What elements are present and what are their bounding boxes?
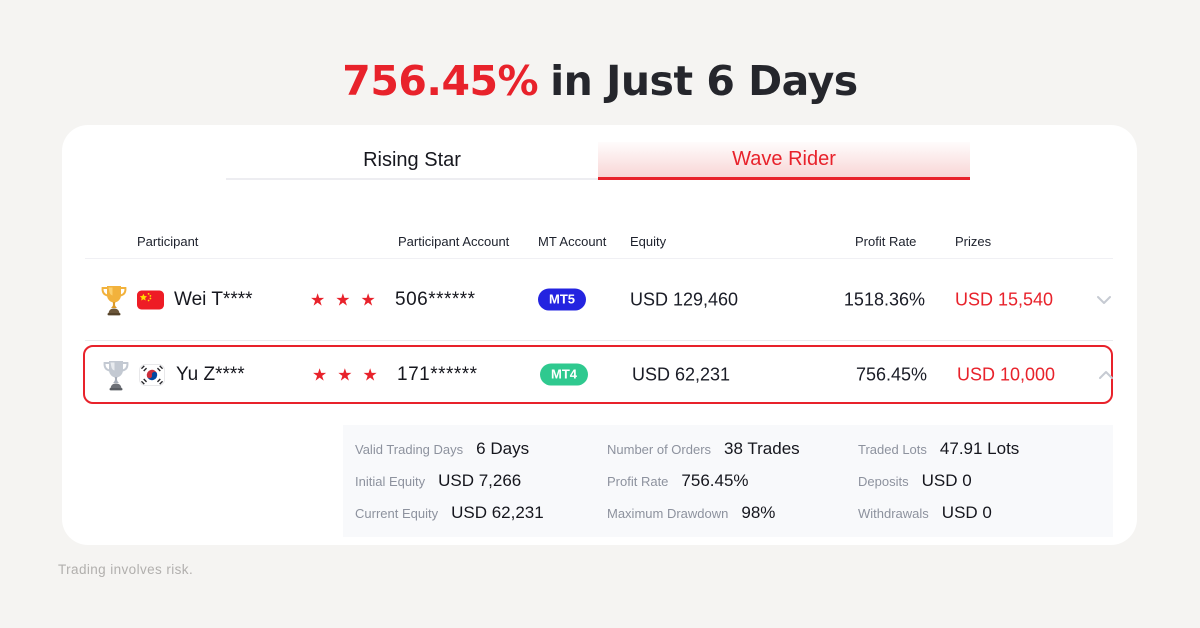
stat-label: Maximum Drawdown (607, 506, 729, 521)
stat-value: 756.45% (681, 471, 749, 490)
stat-label: Profit Rate (607, 474, 669, 489)
silver-trophy-icon (102, 359, 130, 391)
stat-value: USD 0 (941, 503, 992, 522)
stat-label: Withdrawals (858, 506, 929, 521)
stat-label: Valid Trading Days (355, 442, 464, 457)
stat-maximum-drawdown: Maximum Drawdown 98% (607, 503, 800, 523)
participant-account: 171****** (397, 363, 478, 385)
profit-rate-value: 1518.36% (843, 289, 925, 309)
profit-rate-value: 756.45% (855, 364, 927, 384)
col-header-mt-account: MT Account (538, 234, 607, 249)
stat-label: Current Equity (355, 506, 439, 521)
prize-value: USD 10,000 (957, 364, 1056, 384)
star-icon: ★ (362, 365, 378, 384)
risk-disclaimer: Trading involves risk. (58, 562, 194, 577)
prize-value: USD 15,540 (955, 289, 1054, 309)
table-row-rank1[interactable]: Wei T**** ★ ★ ★ 506****** MT5 USD 129,46… (62, 259, 1137, 340)
title-percentage: 756.45% (342, 57, 539, 105)
stat-label: Number of Orders (607, 442, 712, 457)
tab-rising-star[interactable]: Rising Star (226, 142, 598, 180)
chevron-down-icon[interactable] (1095, 294, 1113, 306)
star-rating: ★ ★ ★ (312, 366, 378, 383)
title-text: in Just 6 Days (550, 57, 858, 105)
page-title: 756.45% in Just 6 Days (0, 57, 1200, 105)
stat-traded-lots: Traded Lots 47.91 Lots (858, 439, 1019, 459)
col-header-prizes: Prizes (955, 234, 992, 249)
stat-label: Traded Lots (858, 442, 927, 457)
stat-profit-rate: Profit Rate 756.45% (607, 471, 800, 491)
stat-value: 38 Trades (724, 439, 800, 458)
stat-current-equity: Current Equity USD 62,231 (355, 503, 544, 523)
row-divider (85, 340, 1113, 341)
stat-number-of-orders: Number of Orders 38 Trades (607, 439, 800, 459)
gold-trophy-icon (100, 284, 128, 316)
participant-name: Yu Z**** (176, 363, 245, 385)
star-icon: ★ (310, 290, 326, 309)
mt5-badge: MT5 (538, 288, 586, 311)
stat-withdrawals: Withdrawals USD 0 (858, 503, 1019, 523)
stat-value: 98% (741, 503, 776, 522)
star-icon: ★ (312, 365, 328, 384)
stat-value: 6 Days (476, 439, 530, 458)
stat-label: Deposits (858, 474, 909, 489)
star-icon: ★ (335, 290, 351, 309)
header-divider (85, 258, 1113, 259)
chevron-up-icon[interactable] (1097, 369, 1115, 381)
equity-value: USD 62,231 (632, 364, 731, 384)
leaderboard-card: Rising Star Wave Rider Participant Parti… (62, 125, 1137, 545)
star-icon: ★ (360, 290, 376, 309)
china-flag-icon (137, 290, 164, 309)
col-header-participant-account: Participant Account (398, 234, 510, 249)
south-korea-flag-icon (139, 363, 165, 386)
mt4-badge: MT4 (540, 363, 588, 386)
stat-value: USD 7,266 (438, 471, 522, 490)
expanded-stats-panel: Valid Trading Days 6 Days Initial Equity… (343, 425, 1113, 537)
participant-account: 506****** (395, 288, 476, 310)
equity-value: USD 129,460 (630, 289, 739, 309)
stat-deposits: Deposits USD 0 (858, 471, 1019, 491)
star-icon: ★ (337, 365, 353, 384)
col-header-equity: Equity (630, 234, 667, 249)
col-header-profit-rate: Profit Rate (855, 234, 917, 249)
stat-initial-equity: Initial Equity USD 7,266 (355, 471, 544, 491)
stat-valid-trading-days: Valid Trading Days 6 Days (355, 439, 544, 459)
stat-value: USD 0 (921, 471, 972, 490)
star-rating: ★ ★ ★ (310, 291, 376, 308)
stat-label: Initial Equity (355, 474, 426, 489)
stat-value: 47.91 Lots (939, 439, 1020, 458)
col-header-participant: Participant (137, 234, 199, 249)
stat-value: USD 62,231 (451, 503, 544, 522)
participant-name: Wei T**** (174, 288, 253, 310)
tab-wave-rider[interactable]: Wave Rider (598, 142, 970, 180)
table-row-rank2-highlighted[interactable]: Yu Z**** ★ ★ ★ 171****** MT4 USD 62,231 … (83, 345, 1113, 404)
